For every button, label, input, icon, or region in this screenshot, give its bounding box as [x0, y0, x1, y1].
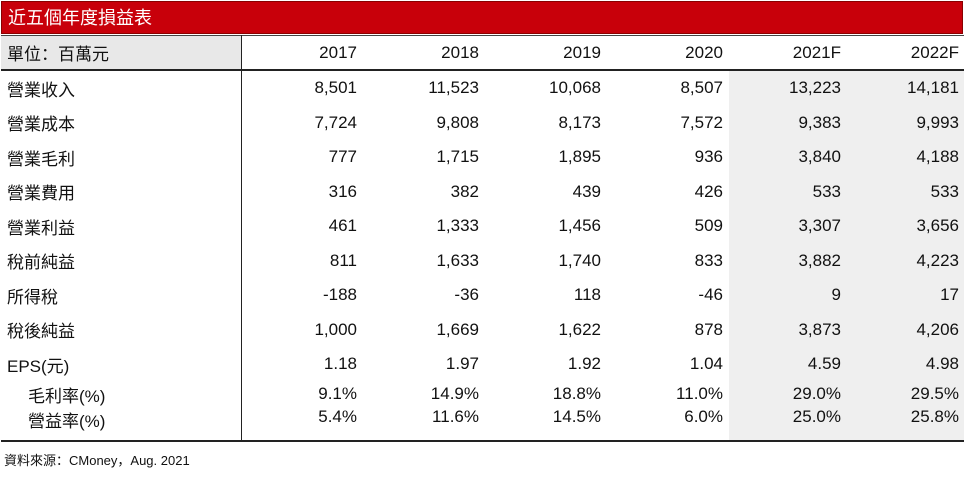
value-cell: 509 — [694, 216, 723, 236]
header-row: 單位：百萬元 2017 2018 2019 2020 2021F 2022F — [1, 35, 964, 71]
value-cell: 1.92 — [567, 354, 601, 374]
forecast-year-header: 2021F — [729, 35, 847, 71]
value-cell: 9,808 — [436, 112, 479, 132]
value-cell: 936 — [694, 147, 723, 167]
value-cell: 1,669 — [436, 319, 479, 339]
value-cell: 461 — [328, 216, 357, 236]
value-cell: 6.0% — [607, 406, 729, 442]
forecast-cell: 3,307 — [729, 209, 847, 244]
forecast-cell: 4.98 — [847, 347, 964, 382]
value-cell: 878 — [694, 319, 723, 339]
value-cell: 833 — [694, 250, 723, 270]
row-label: 營業毛利 — [1, 140, 242, 175]
forecast-cell: 3,882 — [729, 243, 847, 278]
value-cell: 439 — [572, 181, 601, 201]
forecast-cell: 533 — [729, 174, 847, 209]
value-cell: 382 — [450, 181, 479, 201]
forecast-cell: 29.5% — [847, 381, 964, 407]
forecast-cell: 25.8% — [847, 406, 964, 442]
forecast-cell: 4,188 — [847, 140, 964, 175]
row-label: 營業收入 — [1, 70, 242, 106]
forecast-cell: 4,206 — [847, 312, 964, 347]
year-header: 2019 — [485, 35, 607, 71]
value-cell: 1,000 — [314, 319, 357, 339]
value-cell: 1,895 — [558, 147, 601, 167]
row-label: 營業利益 — [1, 209, 242, 244]
year-header: 2020 — [607, 35, 729, 71]
forecast-cell: 4.59 — [729, 347, 847, 382]
value-cell: -188 — [322, 285, 357, 305]
value-cell: 811 — [329, 250, 357, 270]
value-cell: 14.9% — [430, 384, 479, 403]
table-row: 所得稅 -188 -36 118 -46 9 17 — [1, 278, 964, 313]
value-cell: 1,715 — [436, 147, 479, 167]
forecast-cell: 9 — [729, 278, 847, 313]
table-title: 近五個年度損益表 — [1, 1, 963, 34]
forecast-cell: 14,181 — [847, 70, 964, 106]
ratio-row: 營益率(%) 5.4% 11.6% 14.5% 6.0% 25.0% 25.8% — [1, 406, 964, 442]
table-row: 稅前純益 811 1,633 1,740 833 3,882 4,223 — [1, 243, 964, 278]
value-cell: 11,523 — [428, 78, 479, 98]
row-label: 所得稅 — [1, 278, 242, 313]
income-statement-table: 單位：百萬元 2017 2018 2019 2020 2021F 2022F 營… — [1, 35, 964, 442]
year-header: 2018 — [363, 35, 485, 71]
row-label: 營益率(%) — [1, 406, 242, 442]
forecast-cell: 17 — [847, 278, 964, 313]
value-cell: -36 — [454, 285, 479, 305]
value-cell: 1,633 — [436, 250, 479, 270]
table-row: 稅後純益 1,000 1,669 1,622 878 3,873 4,206 — [1, 312, 964, 347]
ratio-row: 毛利率(%) 9.1% 14.9% 18.8% 11.0% 29.0% 29.5% — [1, 381, 964, 407]
table-row: EPS(元) 1.18 1.97 1.92 1.04 4.59 4.98 — [1, 347, 964, 382]
value-cell: 1.18 — [323, 354, 357, 374]
row-label: 營業成本 — [1, 105, 242, 140]
forecast-cell: 9,993 — [847, 105, 964, 140]
forecast-cell: 13,223 — [729, 70, 847, 106]
value-cell: 8,501 — [314, 78, 357, 98]
value-cell: 777 — [328, 147, 357, 167]
value-cell: 1,740 — [558, 250, 601, 270]
value-cell: 316 — [328, 181, 357, 201]
unit-label: 單位：百萬元 — [1, 35, 242, 71]
forecast-cell: 3,656 — [847, 209, 964, 244]
row-label: 毛利率(%) — [1, 381, 242, 407]
row-label: EPS(元) — [1, 347, 242, 382]
value-cell: 14.5% — [485, 406, 607, 442]
forecast-cell: 29.0% — [729, 381, 847, 407]
value-cell: 426 — [694, 181, 723, 201]
value-cell: 5.4% — [241, 406, 363, 442]
row-label: 稅前純益 — [1, 243, 242, 278]
value-cell: 8,173 — [558, 112, 601, 132]
forecast-cell: 533 — [847, 174, 964, 209]
table-row: 營業利益 461 1,333 1,456 509 3,307 3,656 — [1, 209, 964, 244]
forecast-cell: 4,223 — [847, 243, 964, 278]
value-cell: 18.8% — [552, 384, 601, 403]
table-row: 營業費用 316 382 439 426 533 533 — [1, 174, 964, 209]
value-cell: 11.0% — [676, 384, 723, 403]
value-cell: 118 — [573, 285, 601, 305]
row-label: 稅後純益 — [1, 312, 242, 347]
forecast-cell: 9,383 — [729, 105, 847, 140]
source-note: 資料來源：CMoney，Aug. 2021 — [4, 453, 190, 468]
value-cell: 1.97 — [445, 354, 479, 374]
value-cell: 7,724 — [314, 112, 357, 132]
forecast-cell: 3,873 — [729, 312, 847, 347]
forecast-cell: 3,840 — [729, 140, 847, 175]
value-cell: -46 — [698, 285, 723, 305]
table-row: 營業毛利 777 1,715 1,895 936 3,840 4,188 — [1, 140, 964, 175]
year-header: 2017 — [241, 35, 363, 71]
value-cell: 1.04 — [689, 354, 723, 374]
value-cell: 7,572 — [680, 112, 723, 132]
table-row: 營業成本 7,724 9,808 8,173 7,572 9,383 9,993 — [1, 105, 964, 140]
value-cell: 9.1% — [318, 384, 357, 403]
table-row: 營業收入 8,501 11,523 10,068 8,507 13,223 14,181 — [1, 70, 964, 106]
forecast-year-header: 2022F — [847, 35, 964, 71]
value-cell: 10,068 — [549, 78, 601, 98]
forecast-cell: 25.0% — [729, 406, 847, 442]
value-cell: 8,507 — [680, 78, 723, 98]
value-cell: 1,622 — [558, 319, 601, 339]
value-cell: 11.6% — [363, 406, 485, 442]
row-label: 營業費用 — [1, 174, 242, 209]
value-cell: 1,456 — [558, 216, 601, 236]
value-cell: 1,333 — [436, 216, 479, 236]
